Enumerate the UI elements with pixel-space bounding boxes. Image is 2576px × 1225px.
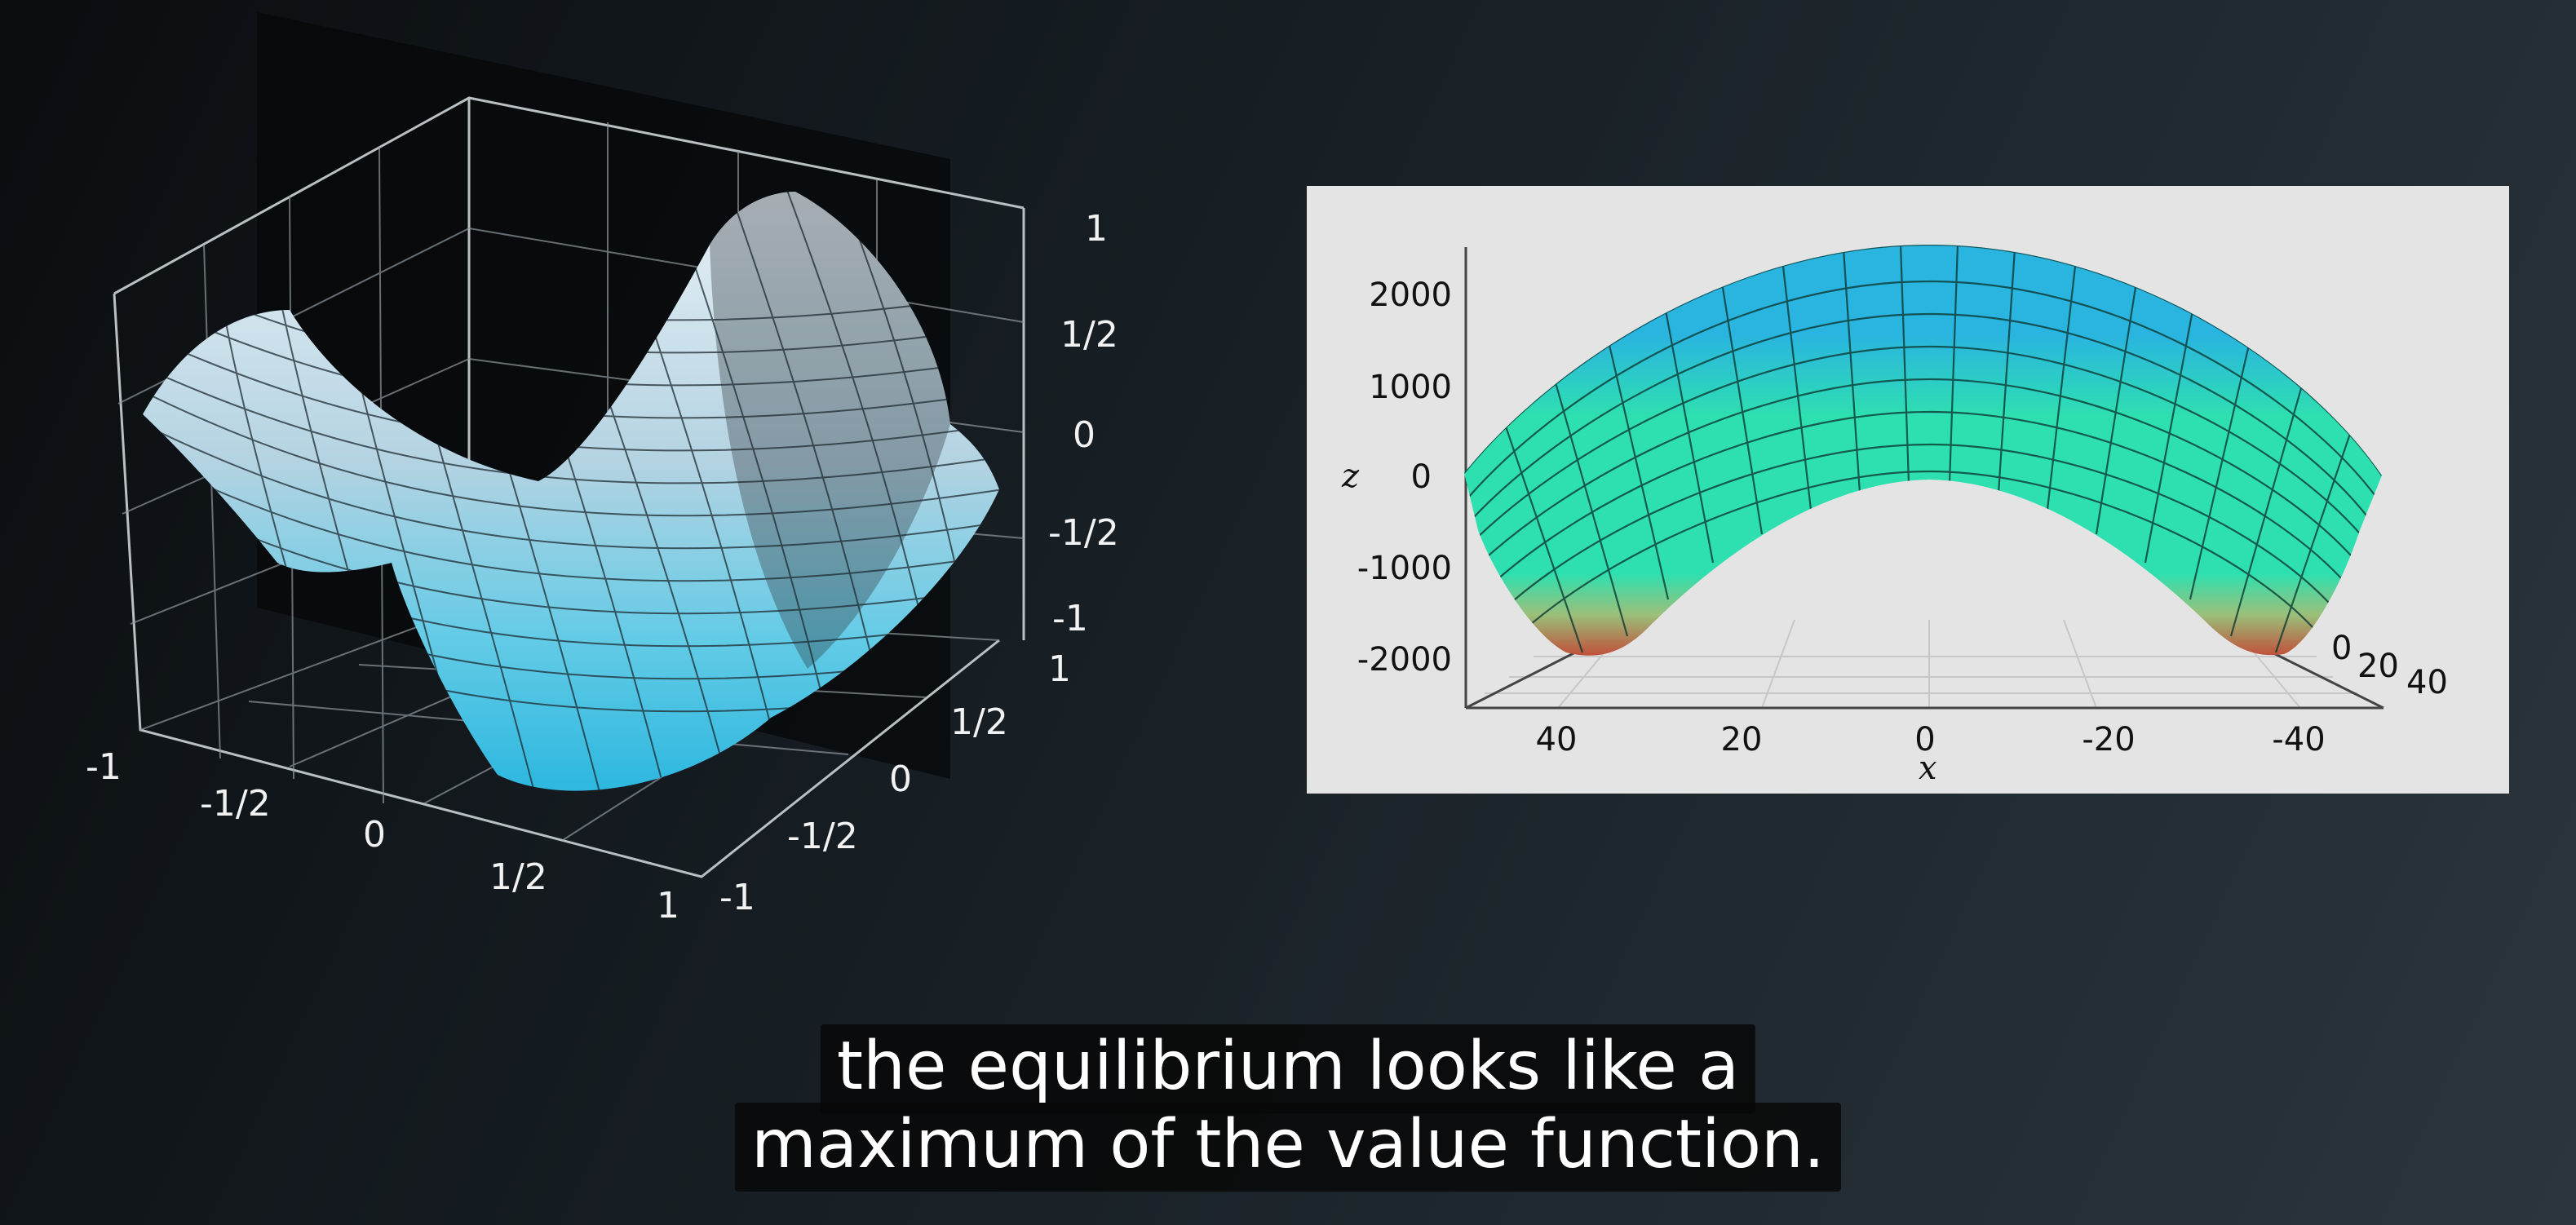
value-surface (1464, 245, 2382, 656)
y-tick: -1 (719, 877, 755, 918)
x-tick: 20 (1721, 721, 1763, 758)
y-tick: 20 (2357, 648, 2399, 685)
z-tick: -2000 (1357, 641, 1452, 679)
x-tick: 1 (657, 885, 679, 926)
y-tick: 40 (2406, 664, 2448, 701)
z-tick: 2000 (1369, 276, 1452, 314)
z-axis-label: z (1341, 458, 1360, 495)
right-x-ticks: 40 20 0 -20 -40 (1536, 721, 2326, 758)
value-function-plot: z x 2000 1000 0 -1000 -2000 40 20 0 -20 … (1307, 186, 2509, 794)
y-axis-ticks: -1 -1/2 0 1/2 1 (719, 648, 1071, 918)
x-tick: 0 (1914, 721, 1935, 758)
subtitle-line-2: maximum of the value function. (734, 1103, 1842, 1192)
z-tick: 0 (1073, 414, 1095, 456)
x-tick: -1/2 (200, 783, 271, 825)
right-y-ticks: 0 20 40 (2331, 630, 2448, 701)
z-tick: 0 (1411, 458, 1432, 496)
x-axis-ticks: -1 -1/2 0 1/2 1 (86, 746, 679, 926)
x-tick: 1/2 (489, 856, 547, 898)
y-tick: 1/2 (950, 701, 1008, 743)
plot-floor (1485, 619, 2357, 709)
x-tick: -1 (86, 746, 122, 788)
x-tick: 40 (1536, 721, 1578, 758)
z-axis-ticks: 1 1/2 0 -1/2 -1 (1048, 208, 1119, 639)
z-tick: 1/2 (1060, 314, 1118, 356)
x-tick: -20 (2082, 721, 2135, 758)
saddle-surface-plot: 1 1/2 0 -1/2 -1 -1 -1/2 0 1/2 1 -1 -1/2 … (86, 12, 1119, 926)
y-tick: -1/2 (787, 816, 858, 857)
z-tick: 1000 (1369, 369, 1452, 406)
y-tick: 0 (889, 758, 912, 800)
x-axis-label: x (1919, 750, 1937, 787)
y-tick: 1 (1048, 648, 1071, 690)
x-tick: 0 (363, 814, 386, 856)
z-tick: 1 (1085, 208, 1108, 250)
z-tick: -1 (1052, 598, 1088, 639)
x-tick: -40 (2272, 721, 2325, 758)
subtitle-line-1: the equilibrium looks like a (820, 1024, 1756, 1113)
right-z-ticks: 2000 1000 0 -1000 -2000 (1357, 276, 1452, 679)
z-tick: -1000 (1357, 550, 1452, 587)
y-tick: 0 (2331, 630, 2352, 667)
z-tick: -1/2 (1048, 512, 1119, 554)
